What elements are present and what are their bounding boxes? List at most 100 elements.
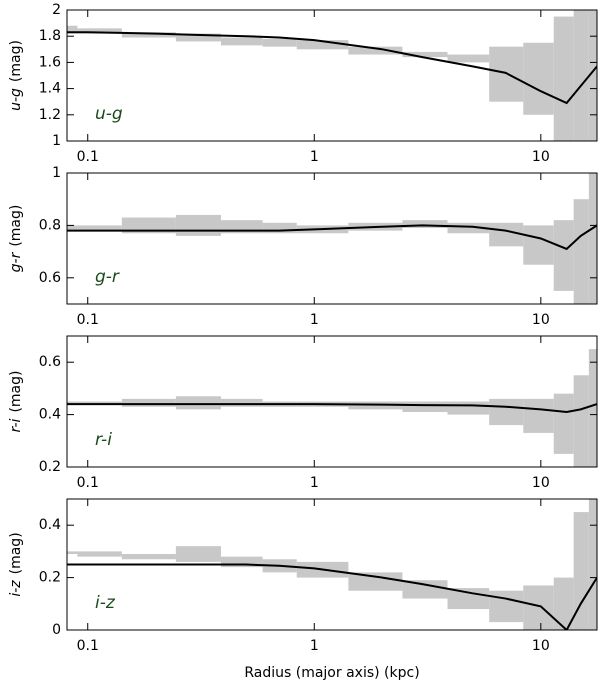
- y-axis-unit: (mag): [8, 205, 24, 247]
- y-tick-label: 1.2: [39, 107, 61, 123]
- scatter-band: [489, 590, 524, 623]
- scatter-band: [553, 577, 574, 630]
- scatter-band: [121, 217, 176, 234]
- y-tick-label: 0.6: [39, 270, 61, 286]
- frame: [66, 9, 598, 142]
- y-axis-color: r-i: [8, 418, 24, 432]
- x-axis-title: Radius (major axis) (kpc): [244, 665, 419, 681]
- scatter-band: [175, 396, 221, 410]
- x-tick-label: 10: [532, 638, 550, 654]
- x-tick-label: 0.1: [77, 475, 99, 491]
- scatter-band: [348, 572, 403, 591]
- scatter-band: [77, 225, 122, 231]
- scatter-band: [175, 546, 221, 562]
- scatter-band: [262, 222, 297, 234]
- y-tick-label: 0.8: [39, 217, 61, 233]
- frame: [66, 498, 598, 631]
- scatter-band: [553, 16, 574, 141]
- y-axis-color: g-r: [8, 251, 24, 272]
- y-tick-label: 0.4: [39, 517, 61, 533]
- scatter-band: [67, 401, 78, 405]
- scatter-band: [77, 551, 122, 557]
- scatter-band: [296, 40, 349, 50]
- y-tick-label: 1.6: [39, 54, 61, 70]
- scatter-band: [67, 225, 78, 231]
- scatter-band: [220, 398, 263, 407]
- model-line: [67, 563, 597, 630]
- scatter-band: [175, 33, 221, 42]
- scatter-band: [447, 588, 490, 610]
- annotation: r-i: [95, 430, 112, 450]
- scatter-band: [121, 554, 176, 560]
- y-axis-unit: (mag): [8, 532, 24, 574]
- scatter-band: [67, 25, 78, 34]
- scatter-band: [67, 551, 78, 555]
- y-tick-label: 0: [52, 622, 61, 638]
- y-axis-title: g-r (mag): [8, 205, 24, 273]
- annotation: u-g: [95, 104, 123, 124]
- model-line: [67, 31, 597, 105]
- y-axis-color: i-z: [8, 580, 24, 597]
- scatter-band: [553, 393, 574, 454]
- scatter-band: [523, 42, 554, 115]
- model-line: [67, 403, 597, 413]
- x-tick-label: 1: [310, 638, 319, 654]
- scatter-band: [573, 512, 589, 630]
- scatter-band: [489, 398, 524, 426]
- scatter-band: [402, 220, 448, 229]
- y-tick-label: 0.6: [39, 354, 61, 370]
- y-tick-label: 1: [52, 133, 61, 149]
- scatter-band: [175, 214, 221, 236]
- x-tick-label: 1: [310, 149, 319, 165]
- y-axis-unit: (mag): [8, 371, 24, 413]
- scatter-band: [447, 401, 490, 415]
- plot-area: [67, 173, 597, 304]
- scatter-band: [588, 349, 597, 467]
- x-tick-label: 10: [532, 312, 550, 328]
- frame: [66, 172, 598, 305]
- scatter-band: [523, 225, 554, 265]
- scatter-band: [523, 398, 554, 433]
- y-tick-label: 2: [52, 2, 61, 18]
- annotation: g-r: [95, 267, 120, 287]
- x-tick-label: 0.1: [77, 312, 99, 328]
- scatter-band: [489, 222, 524, 247]
- scatter-band: [262, 38, 297, 47]
- x-tick-label: 1: [310, 475, 319, 491]
- y-axis-title: i-z (mag): [8, 532, 24, 596]
- scatter-band: [588, 173, 597, 304]
- scatter-band: [573, 10, 589, 141]
- y-tick-label: 1: [52, 165, 61, 181]
- scatter-band: [121, 32, 176, 38]
- y-axis-title: r-i (mag): [8, 371, 24, 433]
- scatter-band: [402, 51, 448, 58]
- y-tick-label: 0.4: [39, 407, 61, 423]
- scatter-band: [588, 10, 597, 141]
- x-tick-label: 10: [532, 475, 550, 491]
- scatter-band: [447, 54, 490, 63]
- plot-area: [67, 349, 597, 467]
- scatter-band: [77, 401, 122, 405]
- y-axis-title: u-g (mag): [8, 40, 24, 111]
- x-tick-label: 1: [310, 312, 319, 328]
- scatter-band: [588, 499, 597, 630]
- scatter-band: [77, 28, 122, 34]
- scatter-band: [523, 585, 554, 630]
- y-tick-label: 1.8: [39, 28, 61, 44]
- y-tick-label: 0.2: [39, 459, 61, 475]
- scatter-band: [348, 46, 403, 55]
- y-tick-label: 1.4: [39, 81, 61, 97]
- scatter-band: [220, 556, 263, 568]
- y-tick-label: 0.2: [39, 570, 61, 586]
- x-tick-label: 0.1: [77, 149, 99, 165]
- x-tick-label: 10: [532, 149, 550, 165]
- frame: [66, 335, 598, 468]
- scatter-band: [447, 222, 490, 234]
- model-line: [67, 224, 597, 251]
- scatter-band: [573, 199, 589, 304]
- plot-area: [67, 10, 597, 141]
- annotation: i-z: [95, 593, 116, 613]
- scatter-band: [573, 375, 589, 467]
- scatter-band: [402, 401, 448, 412]
